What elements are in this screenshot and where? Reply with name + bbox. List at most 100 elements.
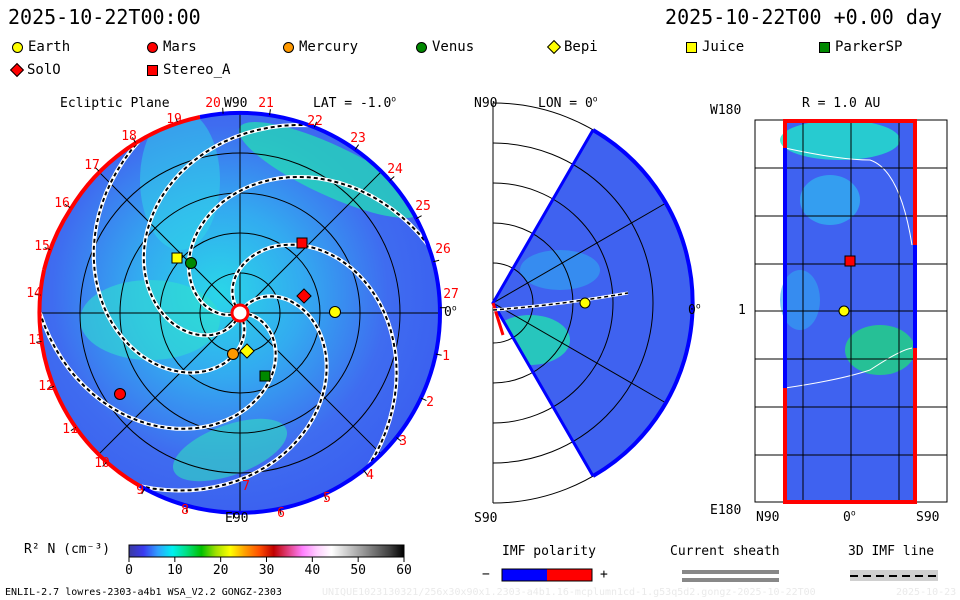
stereo-a-marker: [844, 255, 856, 267]
longitude-tick-label: 15: [34, 239, 50, 254]
zero-deg-label: 0: [688, 303, 696, 318]
legend-item-solo: SolO: [9, 62, 61, 78]
legend-item-bepi: Bepi: [546, 39, 598, 55]
circle-marker-icon: [12, 41, 23, 53]
imf-line: [231, 243, 398, 467]
colorbar-tick-label: 60: [396, 563, 412, 578]
latitude-label: LAT = -1.0o: [313, 94, 397, 111]
meridional-top-label: N90: [474, 96, 498, 111]
longitude-tick-label: 10: [94, 456, 110, 471]
earth-marker: [329, 306, 341, 318]
longitude-tick-label: 9: [136, 483, 144, 498]
legend-item-venus: Venus: [416, 39, 474, 55]
circle-marker-icon: [147, 41, 158, 53]
colorbar-tick-label: 30: [258, 563, 275, 578]
radial-x-n90: N90: [756, 510, 780, 525]
longitude-tick-label: 2: [426, 395, 434, 410]
meridional-right-label: 0o: [688, 301, 701, 318]
earth-marker: [838, 305, 850, 317]
elapsed-time: 2025-10-22T00 +0.00 day: [665, 5, 942, 29]
longitude-tick-label: 22: [307, 114, 323, 129]
longitude-tick-label: 6: [277, 506, 285, 521]
ecliptic-plane-panel: [34, 107, 446, 519]
square-marker-icon: [147, 64, 158, 76]
mercury-marker: [227, 348, 239, 360]
ecliptic-bottom-label: E90: [225, 511, 249, 526]
unique-id: UNIQUE1023130321/256x30x90x1.2303-a4b1.1…: [322, 587, 816, 598]
legend-item-earth: Earth: [12, 39, 70, 55]
imf-line: [92, 139, 246, 374]
earth-marker: [579, 297, 591, 309]
current-sheath-title: Current sheath: [670, 544, 780, 559]
longitude-tick-label: 14: [26, 286, 42, 301]
legend-label: Mars: [163, 39, 197, 55]
longitude-tick-label: 11: [62, 422, 78, 437]
legend-label: Bepi: [564, 39, 598, 55]
colorbar-tick-label: 20: [212, 563, 229, 578]
legend-item-juice: Juice: [686, 39, 744, 55]
colorbar-tick-label: 50: [350, 563, 367, 578]
solo-marker: [296, 288, 312, 304]
longitude-tick-label: 24: [387, 162, 403, 177]
legend-label: Mercury: [299, 39, 359, 55]
longitude-tick-label: 16: [54, 196, 70, 211]
longitude-tick-label: 27: [443, 287, 459, 302]
colorbar-tick-label: 40: [304, 563, 321, 578]
current-sheath-swatch: [682, 570, 779, 574]
longitude-tick-label: 18: [121, 129, 137, 144]
legend-item-mars: Mars: [147, 39, 197, 55]
longitude-value: LON = 0: [538, 96, 593, 111]
imf-negative-swatch: [502, 569, 547, 581]
ecliptic-top-label: W90: [224, 96, 248, 111]
legend-label: Venus: [432, 39, 475, 55]
imf-line-title: 3D IMF line: [848, 544, 935, 559]
imf-minus: −: [482, 567, 490, 582]
longitude-tick-label: 26: [435, 242, 451, 257]
stereo-a-marker: [296, 237, 308, 249]
footer-date: 2025-10-23: [896, 587, 957, 598]
imf-plus: +: [600, 567, 608, 582]
model-info: ENLIL-2.7 lowres-2303-a4b1 WSA_V2.2 GONG…: [5, 587, 282, 598]
imf-positive-swatch: [547, 569, 592, 581]
venus-marker: [185, 257, 197, 269]
bepi-marker: [239, 343, 255, 359]
density-colorbar: [128, 544, 405, 562]
legend-label: Earth: [28, 39, 71, 55]
imf-line: [142, 123, 309, 337]
radial-x-0-value: 0: [843, 510, 851, 525]
longitude-tick-label: 23: [350, 131, 366, 146]
run-time: 2025-10-22T00:00: [8, 5, 201, 29]
parkersp-marker: [259, 370, 271, 382]
longitude-tick-label: 20: [205, 96, 221, 111]
longitude-tick-label: 13: [28, 333, 44, 348]
square-marker-icon: [819, 41, 830, 53]
colorbar-tick-label: 10: [167, 563, 183, 578]
longitude-tick-label: 19: [166, 112, 182, 127]
circle-marker-icon: [416, 41, 427, 53]
juice-marker: [171, 252, 183, 264]
meridional-bottom-label: S90: [474, 511, 498, 526]
legend-item-parkersp: ParkerSP: [819, 39, 902, 55]
radial-bottom-left: E180: [710, 503, 742, 518]
ecliptic-title: Ecliptic Plane: [60, 96, 170, 111]
imf-line: [40, 312, 277, 430]
legend-label: SolO: [27, 62, 61, 78]
legend-label: ParkerSP: [835, 39, 903, 55]
legend-item-stereo-a: Stereo_A: [147, 62, 230, 78]
radial-title: R = 1.0 AU: [802, 96, 881, 111]
ecliptic-right-label: 0o: [444, 303, 457, 320]
longitude-tick-label: 5: [323, 491, 331, 506]
longitude-tick-label: 12: [38, 379, 54, 394]
longitude-tick-label: 4: [366, 468, 374, 483]
longitude-tick-label: 8: [181, 503, 189, 518]
square-marker-icon: [686, 41, 697, 53]
imf-line: [139, 295, 328, 492]
longitude-tick-label: 7: [242, 479, 250, 494]
legend-label: Stereo_A: [163, 62, 231, 78]
zero-deg-label: 0: [444, 305, 452, 320]
longitude-tick-label: 17: [84, 158, 100, 173]
mars-marker: [114, 388, 126, 400]
legend-item-mercury: Mercury: [283, 39, 358, 55]
longitude-tick-label: 25: [415, 199, 431, 214]
